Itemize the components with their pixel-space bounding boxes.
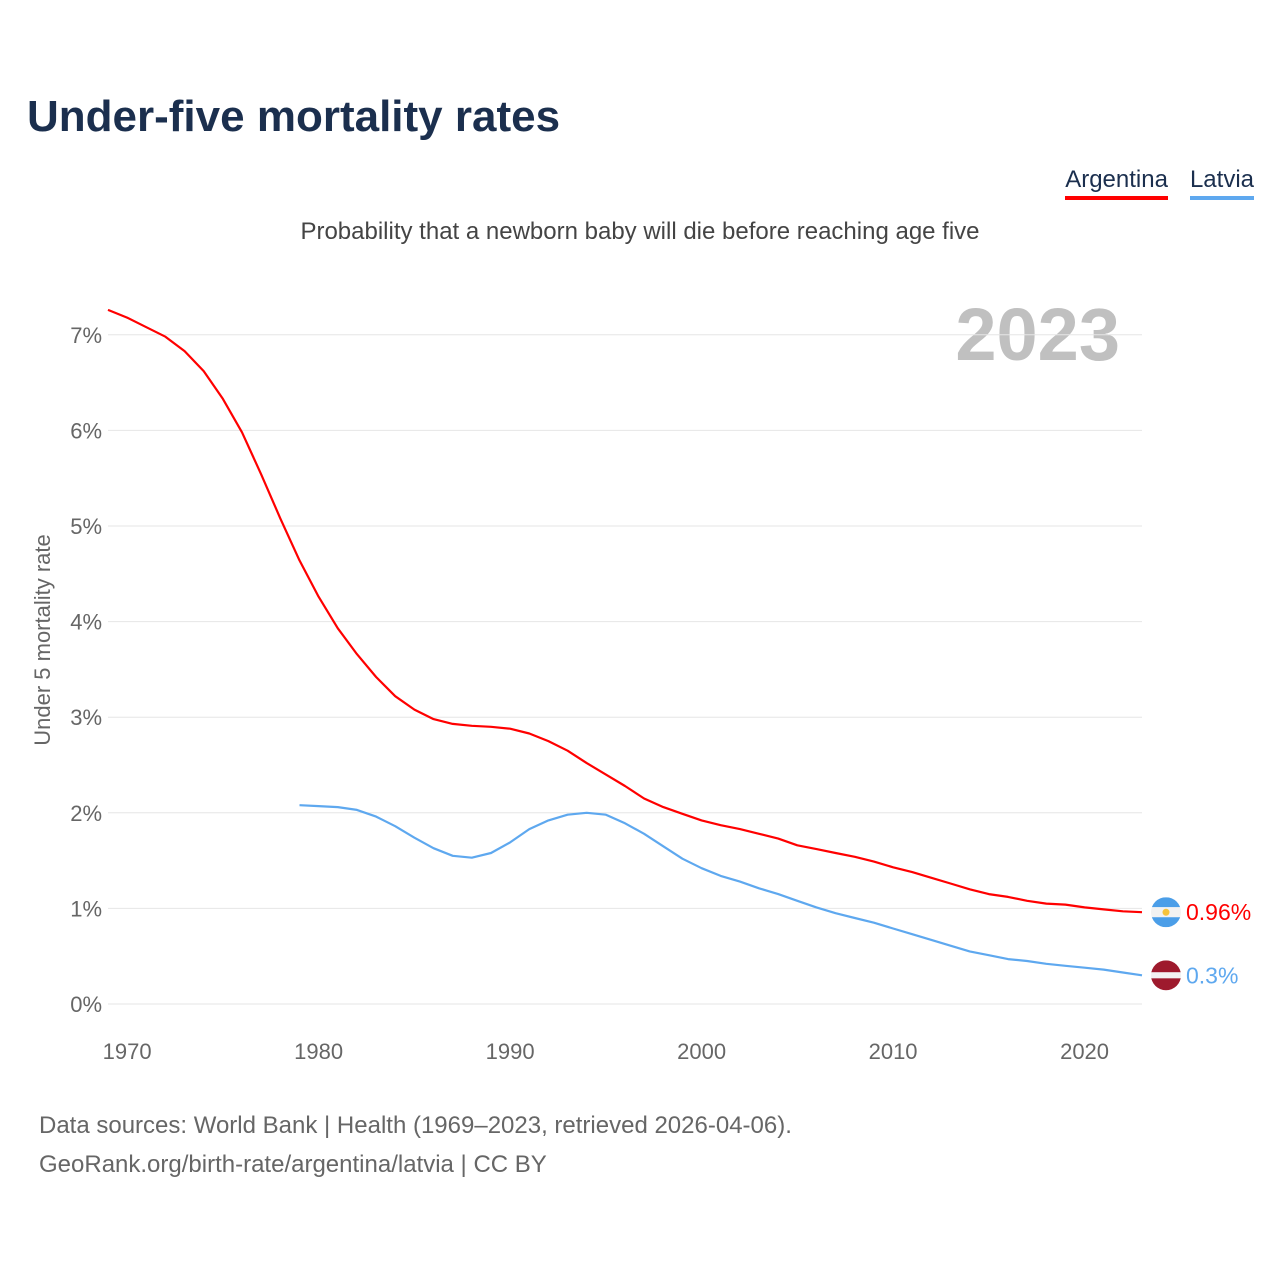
y-tick-label: 3% [70, 705, 102, 730]
x-tick-label: 1970 [103, 1039, 152, 1064]
legend-item-argentina[interactable]: Argentina [1065, 166, 1168, 200]
y-tick-label: 6% [70, 418, 102, 443]
y-axis-label: Under 5 mortality rate [30, 534, 55, 746]
y-tick-label: 7% [70, 323, 102, 348]
footer-url[interactable]: GeoRank.org/birth-rate/argentina/latvia … [39, 1151, 547, 1178]
series-line-argentina [107, 308, 1143, 914]
x-tick-label: 2000 [677, 1039, 726, 1064]
legend: Argentina Latvia [1065, 166, 1254, 200]
y-tick-label: 5% [70, 514, 102, 539]
y-tick-label: 4% [70, 610, 102, 635]
footer: Data sources: World Bank | Health (1969–… [39, 1106, 792, 1184]
flag-latvia-icon [1151, 960, 1181, 991]
series-line-latvia [299, 804, 1143, 977]
x-tick-label: 2010 [869, 1039, 918, 1064]
chart-subtitle: Probability that a newborn baby will die… [300, 218, 980, 245]
legend-item-latvia[interactable]: Latvia [1189, 166, 1254, 200]
x-tick-label: 1980 [294, 1039, 343, 1064]
flag-argentina-icon [1151, 897, 1181, 928]
y-tick-label: 1% [70, 896, 102, 921]
x-tick-label: 1990 [486, 1039, 535, 1064]
x-tick-label: 2020 [1060, 1039, 1109, 1064]
chart-title: Under-five mortality rates [27, 92, 561, 141]
end-label-latvia: 0.3% [1186, 962, 1238, 988]
footer-source: Data sources: World Bank | Health (1969–… [39, 1112, 792, 1139]
end-label-argentina: 0.96% [1186, 899, 1251, 925]
y-tick-label: 2% [70, 801, 102, 826]
y-tick-label: 0% [70, 992, 102, 1017]
